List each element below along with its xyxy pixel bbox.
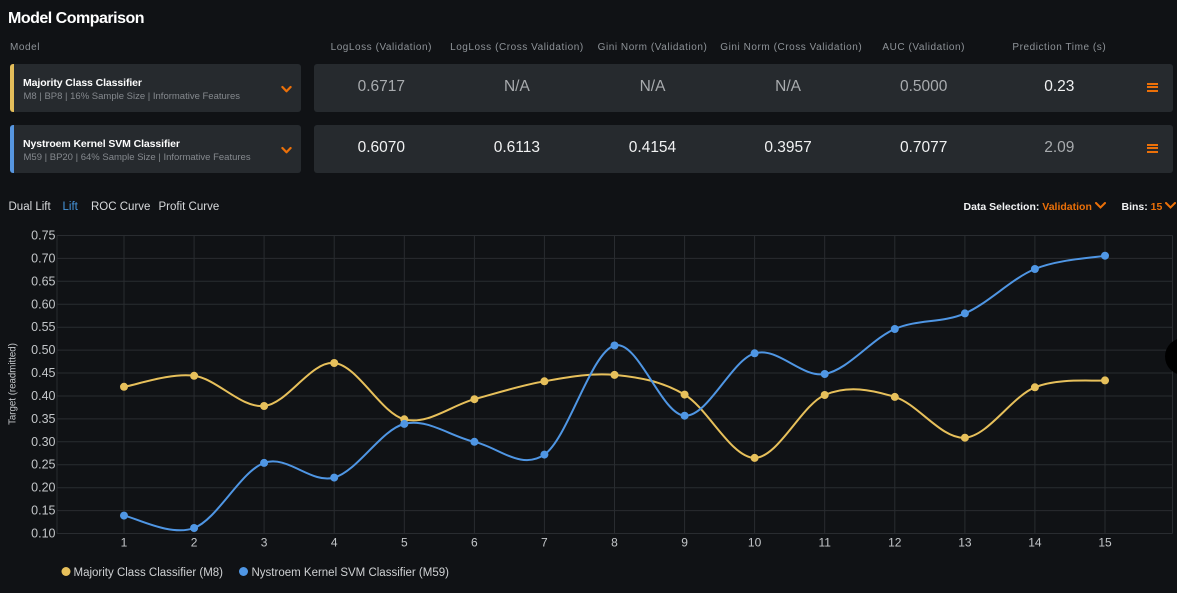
svg-text:8: 8 xyxy=(611,536,618,550)
svg-text:0.30: 0.30 xyxy=(31,435,55,449)
svg-text:7: 7 xyxy=(541,536,548,550)
svg-text:0.60: 0.60 xyxy=(31,297,55,311)
svg-text:15: 15 xyxy=(1098,536,1112,550)
svg-text:0.65: 0.65 xyxy=(31,274,55,288)
svg-text:Nystroem Kernel SVM Classifier: Nystroem Kernel SVM Classifier (M59) xyxy=(252,567,450,579)
svg-text:2: 2 xyxy=(191,536,198,550)
svg-text:0.25: 0.25 xyxy=(31,458,55,472)
svg-text:14: 14 xyxy=(1028,536,1042,550)
svg-text:0.20: 0.20 xyxy=(31,481,55,495)
svg-text:5: 5 xyxy=(401,536,408,550)
svg-text:1: 1 xyxy=(121,536,128,550)
svg-text:0.35: 0.35 xyxy=(31,412,55,426)
svg-text:0.40: 0.40 xyxy=(31,389,55,403)
svg-text:0.55: 0.55 xyxy=(31,320,55,334)
svg-text:4: 4 xyxy=(331,536,338,550)
svg-text:Majority Class Classifier (M8): Majority Class Classifier (M8) xyxy=(74,567,224,579)
svg-text:0.45: 0.45 xyxy=(31,366,55,380)
svg-text:Target (readmitted): Target (readmitted) xyxy=(8,343,19,425)
svg-text:13: 13 xyxy=(958,536,972,550)
svg-text:10: 10 xyxy=(748,536,762,550)
svg-text:0.50: 0.50 xyxy=(31,343,55,357)
svg-text:0.75: 0.75 xyxy=(31,229,55,243)
svg-text:9: 9 xyxy=(681,536,688,550)
svg-text:6: 6 xyxy=(471,536,478,550)
svg-text:0.10: 0.10 xyxy=(31,527,55,541)
svg-text:3: 3 xyxy=(261,536,268,550)
svg-text:0.15: 0.15 xyxy=(31,504,55,518)
svg-text:11: 11 xyxy=(818,536,831,550)
svg-text:0.70: 0.70 xyxy=(31,251,55,265)
svg-text:12: 12 xyxy=(888,536,902,550)
